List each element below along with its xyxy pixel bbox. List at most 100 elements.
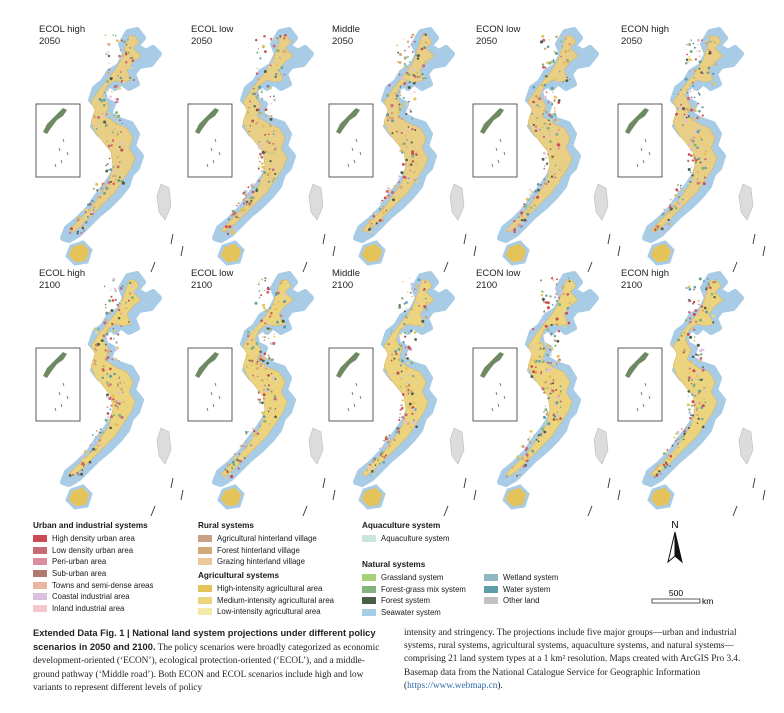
land-system-patch	[564, 37, 567, 41]
land-system-patch	[698, 277, 702, 281]
land-system-patch	[698, 136, 702, 139]
land-system-patch	[70, 227, 73, 231]
panel-year: 2100	[476, 280, 498, 291]
legend-rural-title: Rural systems	[198, 521, 254, 530]
land-system-patch	[123, 382, 125, 384]
land-system-patch	[699, 117, 702, 120]
land-system-patch	[103, 120, 107, 124]
legend-natural-title: Natural systems	[362, 560, 426, 569]
land-system-patch	[411, 117, 414, 120]
land-system-patch	[690, 136, 693, 139]
land-system-patch	[110, 360, 113, 364]
land-system-patch	[402, 142, 406, 146]
land-system-patch	[696, 372, 700, 376]
land-system-patch	[698, 93, 701, 96]
land-system-patch	[706, 67, 709, 70]
land-system-patch	[261, 165, 265, 169]
land-system-patch	[547, 179, 549, 181]
land-system-patch	[525, 446, 529, 451]
land-system-patch	[407, 86, 411, 89]
land-system-patch	[117, 333, 120, 336]
land-system-patch	[108, 68, 111, 71]
land-system-patch	[546, 153, 550, 156]
land-system-patch	[546, 61, 549, 65]
legend-agricultural-label: Medium-intensity agricultural area	[217, 595, 335, 605]
land-system-patch	[108, 396, 112, 401]
legend-urban-swatch	[33, 570, 47, 578]
land-system-patch	[536, 104, 539, 107]
land-system-patch	[256, 360, 259, 363]
land-system-patch	[398, 305, 402, 309]
land-system-patch	[550, 323, 553, 327]
land-system-patch	[413, 74, 415, 76]
legend-natural-swatch	[362, 574, 376, 582]
caption-link[interactable]: https://www.webmap.cn	[407, 680, 498, 691]
land-system-patch	[105, 393, 109, 397]
land-system-patch	[398, 358, 401, 361]
land-system-patch	[114, 34, 117, 37]
land-system-patch	[244, 193, 248, 197]
land-system-patch	[268, 111, 271, 114]
land-system-patch	[685, 116, 688, 119]
land-system-patch	[692, 288, 695, 291]
land-system-patch	[387, 116, 390, 119]
land-system-patch	[692, 300, 696, 304]
land-system-patch	[115, 134, 119, 137]
legend-urban-swatch	[33, 581, 47, 589]
land-system-patch	[687, 395, 690, 398]
land-system-patch	[262, 393, 266, 397]
land-system-patch	[545, 183, 548, 185]
land-system-patch	[550, 115, 554, 119]
land-system-patch	[367, 465, 371, 469]
land-system-patch	[692, 42, 695, 45]
land-system-patch	[556, 354, 560, 358]
land-system-patch	[269, 327, 272, 331]
land-system-patch	[549, 392, 552, 395]
land-system-patch	[653, 228, 657, 232]
land-system-patch	[527, 438, 530, 441]
land-system-patch	[411, 295, 413, 298]
land-system-patch	[104, 303, 107, 306]
legend-natural-label: Forest-grass mix system	[381, 584, 466, 594]
land-system-patch	[75, 466, 78, 470]
land-system-patch	[255, 122, 258, 126]
land-system-patch	[660, 473, 662, 475]
land-system-patch	[398, 52, 403, 57]
land-system-patch	[684, 77, 688, 81]
land-system-patch	[113, 166, 115, 168]
land-system-patch	[550, 151, 554, 154]
land-system-patch	[237, 459, 239, 462]
land-system-patch	[104, 124, 107, 128]
land-system-patch	[274, 65, 278, 69]
land-system-patch	[692, 384, 696, 388]
land-system-patch	[106, 356, 110, 360]
land-system-patch	[413, 40, 416, 43]
land-system-patch	[250, 108, 254, 112]
land-system-patch	[408, 331, 410, 334]
land-system-patch	[279, 35, 282, 38]
land-system-patch	[270, 102, 272, 105]
land-system-patch	[122, 391, 124, 393]
inset-coastline	[195, 352, 219, 378]
land-system-patch	[261, 278, 264, 281]
land-system-patch	[253, 432, 256, 435]
land-system-patch	[258, 296, 261, 299]
land-system-patch	[395, 120, 397, 122]
land-system-patch	[393, 194, 395, 196]
land-system-patch	[425, 41, 427, 44]
land-system-patch	[704, 386, 707, 389]
china-coastal-map	[35, 271, 184, 517]
land-system-patch	[670, 217, 672, 220]
land-system-patch	[88, 460, 92, 464]
land-system-patch	[416, 302, 419, 304]
panel-scenario: ECON low	[476, 24, 521, 35]
land-system-patch	[375, 222, 378, 225]
land-system-patch	[114, 422, 117, 426]
panel-year: 2050	[621, 36, 643, 47]
land-system-patch	[545, 412, 549, 416]
legend-natural-label: Grassland system	[381, 573, 444, 583]
land-system-patch	[698, 181, 701, 184]
land-system-patch	[97, 345, 102, 349]
land-system-patch	[561, 45, 563, 48]
land-system-patch	[688, 58, 692, 62]
